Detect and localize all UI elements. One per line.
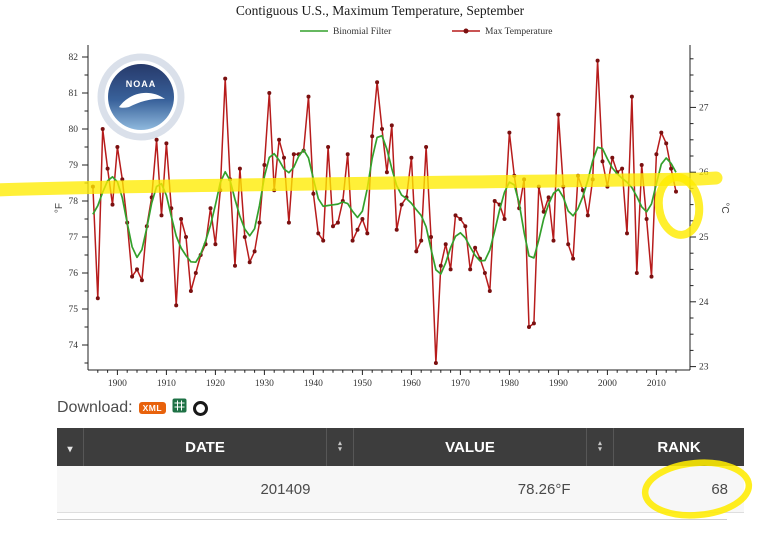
svg-text:1960: 1960 [402, 379, 421, 389]
download-xml-button[interactable]: XML [138, 401, 167, 415]
table-header-row: ▾ DATE ▴ ▾ VALUE ▴ ▾ RANK [57, 428, 744, 466]
header-rank[interactable]: RANK [613, 428, 744, 466]
svg-text:2000: 2000 [598, 379, 617, 389]
sort-rank-button[interactable]: ▴ ▾ [586, 428, 614, 466]
sort-value-button[interactable]: ▴ ▾ [326, 428, 354, 466]
chart-svg: Contiguous U.S., Maximum Temperature, Se… [54, 3, 730, 389]
svg-text:1920: 1920 [206, 379, 225, 389]
filter-arrow-icon: ▾ [67, 443, 73, 455]
download-ring-icon[interactable] [193, 400, 209, 416]
svg-text:1970: 1970 [451, 379, 470, 389]
download-excel-icon[interactable] [172, 398, 187, 418]
svg-text:1940: 1940 [304, 379, 323, 389]
svg-text:78: 78 [69, 197, 79, 207]
svg-text:76: 76 [69, 269, 79, 279]
table-bottom-divider [57, 519, 727, 520]
download-row: Download: XML [57, 398, 209, 418]
sort-up-icon: ▴ [338, 440, 342, 447]
svg-text:23: 23 [699, 363, 709, 373]
sort-down-icon: ▾ [598, 446, 602, 453]
noaa-logo-icon: NOAA [97, 53, 185, 141]
column-menu-button[interactable]: ▾ [57, 428, 84, 466]
legend-binomial-label: Binomial Filter [333, 27, 392, 37]
svg-text:75: 75 [69, 305, 79, 315]
svg-text:82: 82 [69, 53, 79, 63]
svg-text:79: 79 [69, 161, 79, 171]
svg-text:24: 24 [699, 298, 709, 308]
legend-maxtemp-label: Max Temperature [485, 27, 552, 37]
table-row: 201409 78.26°F 68 [57, 466, 744, 513]
chart-title: Contiguous U.S., Maximum Temperature, Se… [236, 3, 525, 18]
results-table: ▾ DATE ▴ ▾ VALUE ▴ ▾ RANK 201409 78.26°F… [57, 428, 744, 513]
legend: Binomial Filter Max Temperature [300, 27, 552, 37]
svg-text:81: 81 [69, 89, 79, 99]
svg-text:1930: 1930 [255, 379, 274, 389]
svg-text:26: 26 [699, 168, 709, 178]
svg-text:1980: 1980 [500, 379, 519, 389]
cell-value: 78.26°F [326, 466, 587, 513]
cell-rank: 68 [586, 466, 744, 513]
cell-date: 201409 [57, 466, 327, 513]
y-axis-right-unit: °C [719, 202, 730, 213]
svg-text:1990: 1990 [549, 379, 568, 389]
header-date[interactable]: DATE [83, 428, 327, 466]
legend-maxtemp-marker-icon [463, 28, 469, 34]
svg-text:1910: 1910 [157, 379, 176, 389]
svg-text:77: 77 [69, 233, 79, 243]
y-axis-left-unit: °F [54, 203, 65, 213]
svg-text:1950: 1950 [353, 379, 372, 389]
svg-text:27: 27 [699, 103, 709, 113]
svg-text:2010: 2010 [647, 379, 666, 389]
sort-up-icon: ▴ [598, 440, 602, 447]
binomial-filter-line [92, 134, 677, 275]
header-value[interactable]: VALUE [353, 428, 587, 466]
download-label: Download: [57, 399, 133, 416]
svg-text:NOAA: NOAA [126, 79, 157, 89]
svg-text:1900: 1900 [108, 379, 127, 389]
sort-down-icon: ▾ [338, 446, 342, 453]
svg-text:25: 25 [699, 233, 709, 243]
svg-text:74: 74 [69, 341, 79, 351]
svg-text:80: 80 [69, 125, 79, 135]
